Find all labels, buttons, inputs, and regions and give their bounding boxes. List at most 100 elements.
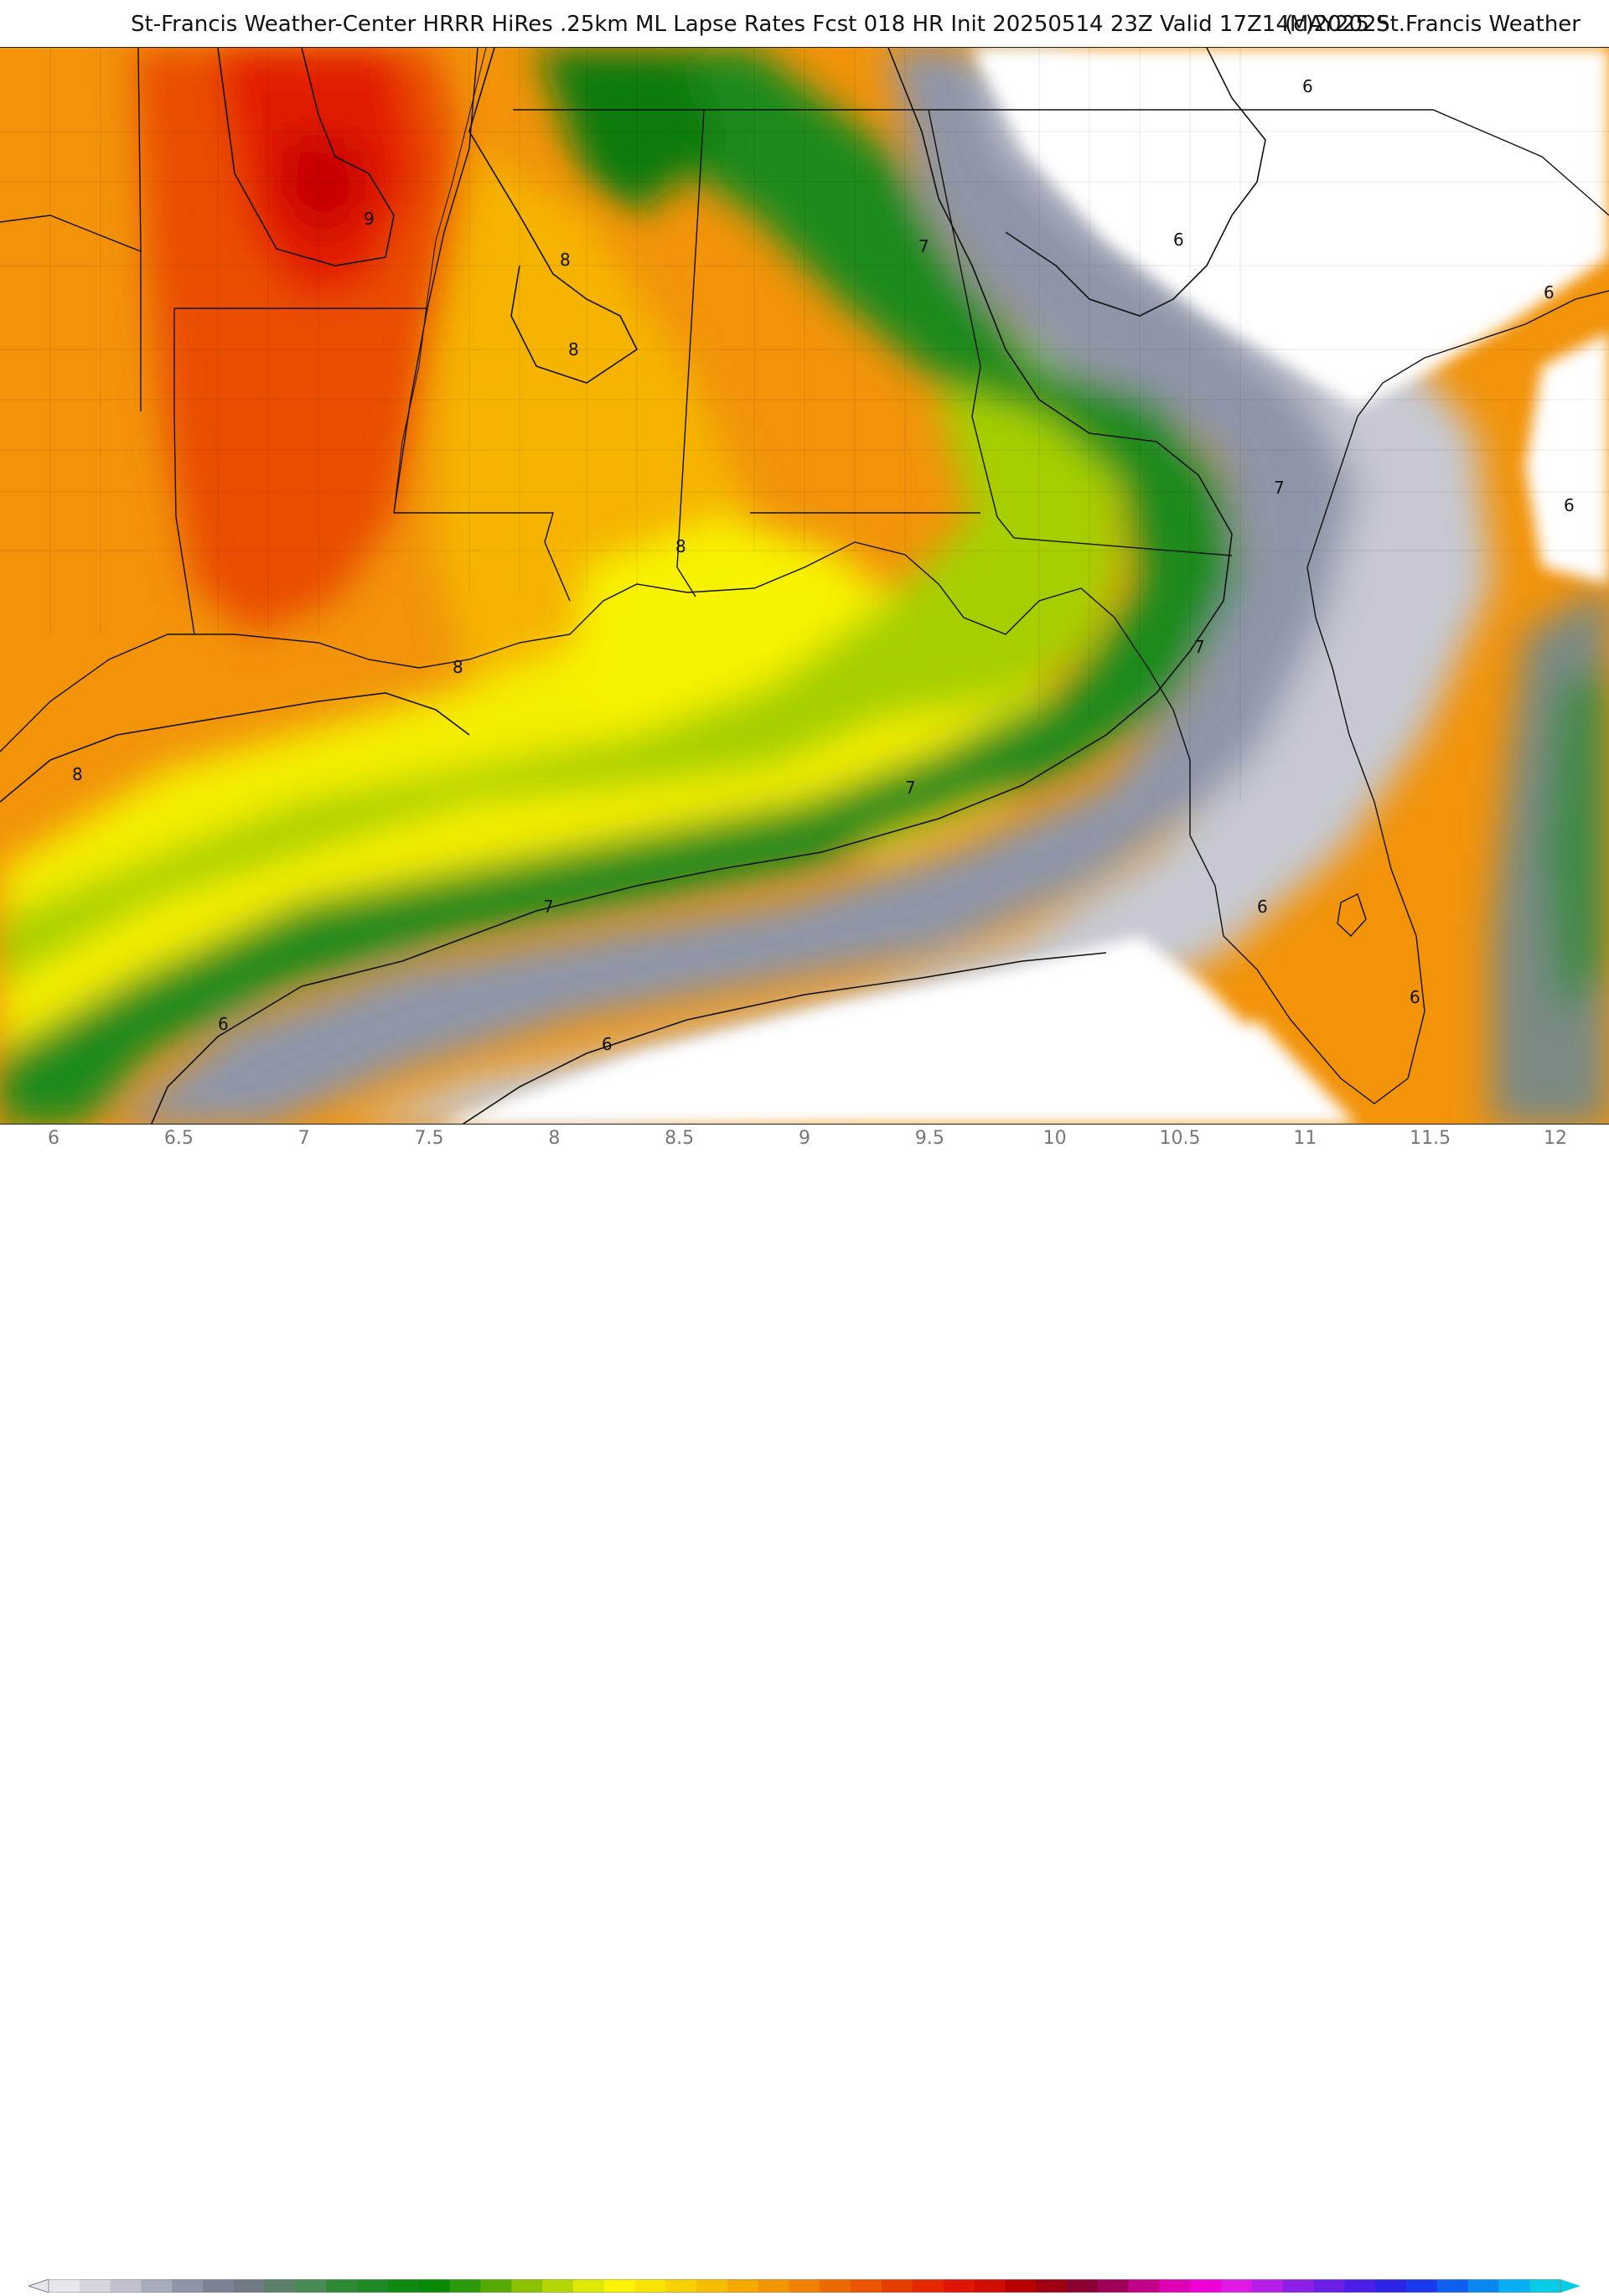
contour-6	[462, 952, 1107, 1124]
colorbar-swatch	[943, 2279, 975, 2293]
contour-7	[150, 48, 1233, 1124]
contour-label: 6	[1544, 282, 1555, 303]
contour-label: 8	[72, 764, 83, 784]
contour-label: 6	[602, 1034, 613, 1054]
colorbar-swatch	[172, 2279, 204, 2293]
contour-label: 6	[1564, 495, 1575, 515]
colorbar-swatch	[141, 2279, 173, 2293]
colorbar-swatch	[110, 2279, 142, 2293]
colorbar-swatch	[264, 2279, 297, 2293]
county-lines	[0, 48, 1609, 802]
contour-label: 7	[1274, 478, 1285, 498]
colorbar-max-arrow	[1560, 2279, 1581, 2293]
boundaries	[0, 48, 1609, 1104]
colorbar-swatch	[1190, 2279, 1222, 2293]
colorbar-swatch	[511, 2279, 543, 2293]
colorbar-swatch	[1221, 2279, 1253, 2293]
contour-label: 9	[364, 209, 375, 229]
state-border-line	[137, 48, 142, 252]
colorbar-swatch	[480, 2279, 512, 2293]
map-title: St-Francis Weather-Center HRRR HiRes .25…	[131, 12, 1391, 37]
colorbar-tick-label: 10	[1042, 1128, 1067, 1149]
colorbar-strip	[27, 2278, 1581, 2293]
colorbar-swatch	[233, 2279, 266, 2293]
copyright-notice: (c)2025 St.Francis Weather	[1285, 12, 1581, 37]
colorbar-swatch	[1066, 2279, 1099, 2293]
colorbar-swatch	[634, 2279, 666, 2293]
colorbar-swatch	[203, 2279, 235, 2293]
colorbar-swatch	[882, 2279, 913, 2293]
contour-6	[1005, 48, 1266, 317]
colorbar-swatch	[326, 2279, 358, 2293]
colorbar-swatch	[727, 2279, 759, 2293]
contour-label: 6	[218, 1014, 229, 1034]
contour-lines	[0, 48, 1266, 1124]
colorbar-tick-label: 8	[548, 1128, 561, 1149]
legend-colorbar: 6 6.5 7 7.5 8 8.5 9 9.5 10 10.5 11 11.5 12	[0, 1125, 1609, 2293]
river-line	[393, 48, 487, 514]
contour-label: 7	[918, 236, 929, 256]
colorbar-tick-label: 9.5	[914, 1128, 944, 1149]
colorbar-swatch	[1097, 2279, 1130, 2293]
contour-label: 8	[568, 339, 579, 359]
colorbar-swatch	[387, 2279, 420, 2293]
coastline	[0, 290, 1609, 1104]
header: St-Francis Weather-Center HRRR HiRes .25…	[0, 0, 1609, 47]
colorbar-swatch	[1036, 2279, 1068, 2293]
colorbar-swatch	[974, 2279, 1006, 2293]
contour-8	[0, 692, 470, 803]
contour-label: 6	[1410, 987, 1420, 1007]
colorbar-tick-label: 10.5	[1159, 1128, 1201, 1149]
colorbar-swatch	[572, 2279, 605, 2293]
colorbar-swatch	[1344, 2279, 1376, 2293]
state-border-line	[513, 109, 705, 597]
contour-8	[468, 48, 639, 384]
contour-label: 8	[675, 536, 686, 556]
contour-label: 6	[1173, 230, 1184, 250]
colorbar-swatch	[49, 2279, 80, 2293]
colorbar-swatch	[449, 2279, 481, 2293]
contour-label: 7	[543, 897, 554, 917]
colorbar-swatch	[1128, 2279, 1160, 2293]
colorbar-tick-label: 7.5	[414, 1128, 444, 1149]
colorbar-swatch	[1436, 2279, 1469, 2293]
colorbar-tick-label: 12	[1544, 1128, 1567, 1149]
colorbar-min-arrow	[27, 2278, 49, 2293]
weather-map: 9 8 8 8 8 8 7 7 7 7 7 6 6 6 6 6 6 6 6	[0, 47, 1609, 1125]
colorbar-swatch	[758, 2279, 790, 2293]
state-border-line	[929, 109, 1609, 216]
colorbar-tick-label: 11.5	[1410, 1128, 1451, 1149]
colorbar-swatch	[1313, 2279, 1345, 2293]
contour-label: 7	[905, 778, 916, 798]
colorbar-swatch	[1251, 2279, 1284, 2293]
colorbar-tick-label: 8.5	[665, 1128, 695, 1149]
contour-label: 8	[453, 657, 463, 677]
contour-label: 8	[560, 250, 571, 270]
colorbar-swatch	[79, 2279, 111, 2293]
colorbar-swatch	[912, 2279, 944, 2293]
lake-okeechobee	[1337, 893, 1367, 937]
contour-label: 6	[1302, 76, 1313, 96]
lapse-rate-field	[0, 48, 1609, 1124]
colorbar-swatch	[1498, 2279, 1530, 2293]
colorbar-swatch	[820, 2279, 851, 2293]
colorbar-tick-label: 9	[799, 1128, 810, 1149]
colorbar-swatch	[696, 2279, 728, 2293]
colorbar-swatch	[603, 2279, 636, 2293]
below-scale-regions	[440, 48, 1609, 1124]
colorbar-swatch	[1529, 2279, 1561, 2293]
colorbar-swatch	[789, 2279, 820, 2293]
colorbar-swatch	[295, 2279, 327, 2293]
colorbar-swatch	[1159, 2279, 1191, 2293]
colorbar-swatch	[1467, 2279, 1499, 2293]
colorbar-swatch	[1375, 2279, 1407, 2293]
contour-9	[217, 48, 395, 266]
colorbar-swatch	[1282, 2279, 1314, 2293]
colorbar-swatch	[542, 2279, 574, 2293]
colorbar-swatch	[1005, 2279, 1037, 2293]
colorbar-tick-label: 11	[1293, 1128, 1317, 1149]
colorbar-tick-label: 7	[297, 1128, 310, 1149]
state-border-line	[173, 308, 195, 635]
colorbar-swatch	[418, 2279, 451, 2293]
contour-label: 6	[1257, 897, 1268, 917]
